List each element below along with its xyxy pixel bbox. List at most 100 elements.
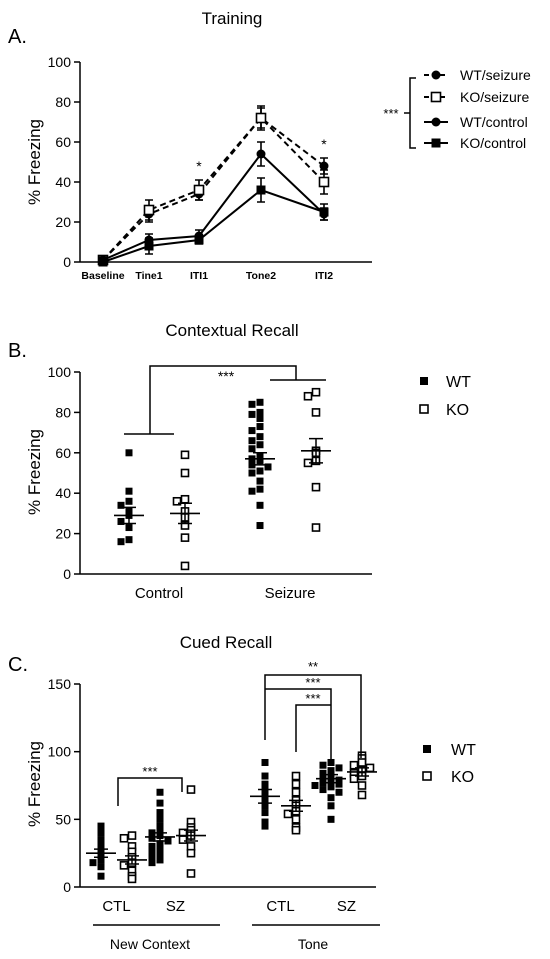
data-point: [125, 536, 133, 544]
data-point: [248, 437, 256, 445]
data-point: [319, 786, 327, 794]
y-tick-label: 0: [63, 566, 71, 582]
data-point: [148, 829, 156, 837]
data-point: [256, 414, 264, 422]
data-point: [256, 423, 264, 431]
data-point: [261, 809, 269, 817]
y-tick-label: 20: [55, 526, 71, 542]
series-ko-control: [98, 177, 329, 267]
panel-b-points: [114, 387, 331, 571]
data-point: [335, 764, 343, 772]
data-point: [248, 461, 256, 469]
data-point: [327, 815, 335, 823]
sig-bracket-nc-ctl-vs-sz: [117, 777, 183, 806]
data-point: [98, 257, 108, 267]
panel-a-label: A.: [8, 26, 27, 48]
dot-group-ko--seizure: [301, 387, 331, 532]
panel-b-label: B.: [8, 340, 27, 362]
data-point: [311, 482, 321, 492]
data-point: [327, 783, 335, 791]
group-label-new-context: New Context: [110, 936, 190, 952]
data-point: [335, 776, 343, 784]
data-point: [164, 837, 172, 845]
data-point: [143, 204, 155, 216]
data-point: [156, 815, 164, 823]
y-tick-label: 80: [55, 404, 71, 420]
data-point: [172, 496, 182, 506]
data-point: [319, 761, 327, 769]
panel-a: Training A. % Freezing 0 20 40 60 80 100 Base…: [8, 9, 531, 282]
panel-a-y-ticks: 0 20 40 60 80 100: [48, 54, 80, 270]
data-point: [97, 822, 105, 830]
y-tick-label: 40: [55, 485, 71, 501]
data-point: [256, 522, 264, 530]
data-point: [256, 501, 264, 509]
data-point: [97, 863, 105, 871]
data-point: [144, 241, 154, 251]
data-point: [180, 468, 190, 478]
sig-label-tone-ctl-wt-vs-sz-ko: **: [308, 659, 318, 674]
x-tick-label-ctl-2: CTL: [266, 898, 294, 915]
data-point: [327, 794, 335, 802]
dot-group-wt--control: [114, 449, 144, 546]
dot-group-wt-tone-sz: [311, 758, 346, 823]
group-label-tone: Tone: [298, 936, 329, 952]
data-point: [311, 782, 319, 789]
sig-bracket-tone-ctl-ko-vs-sz-wt: [295, 704, 331, 752]
sem-bar: [153, 832, 167, 842]
data-point: [318, 176, 330, 188]
legend-label-wt: WT: [446, 374, 471, 391]
data-point: [127, 831, 137, 840]
data-point: [291, 815, 301, 824]
legend-label-wt-control: WT/control: [460, 114, 528, 130]
data-point: [97, 856, 105, 864]
dot-group-wt-new-context-sz: [145, 788, 175, 867]
data-point: [248, 427, 256, 435]
data-point: [156, 840, 164, 848]
legend-marker-ko: [419, 404, 429, 414]
legend-label-ko-seizure: KO/seizure: [460, 89, 529, 105]
data-point: [335, 788, 343, 796]
legend-marker-ko-control: [431, 138, 441, 148]
data-point: [256, 398, 264, 406]
panel-b: Contextual Recall B. % Freezing 0 20 40 60 8…: [8, 321, 471, 602]
data-point: [349, 774, 359, 784]
data-point: [248, 469, 256, 477]
dot-group-ko-tone-sz: [347, 751, 377, 800]
y-tick-label: 40: [55, 174, 71, 190]
data-point: [97, 836, 105, 844]
data-point: [283, 809, 293, 819]
sem-bar: [289, 799, 303, 812]
data-point: [357, 790, 367, 800]
legend-marker-wt-control: [431, 117, 441, 127]
x-tick-label-tone2: Tone2: [246, 270, 276, 282]
data-point: [327, 758, 335, 766]
panel-b-significance: ***: [124, 365, 326, 435]
data-point: [156, 851, 164, 859]
panel-c-legend: WT KO: [422, 742, 476, 786]
y-tick-label: 150: [48, 676, 72, 692]
sem-bar: [94, 848, 108, 858]
dot-group-wt-tone-ctl: [250, 758, 280, 830]
x-tick-label-iti2: ITI2: [315, 270, 333, 282]
panel-c-ylabel: % Freezing: [25, 741, 44, 827]
data-point: [291, 787, 301, 797]
data-point: [256, 477, 264, 485]
series-line-wt-control: [102, 152, 325, 261]
data-point: [180, 533, 190, 542]
data-point: [119, 861, 129, 870]
panel-b-title: Contextual Recall: [165, 321, 298, 340]
sem-bar: [125, 855, 139, 865]
data-point: [148, 842, 156, 850]
legend-label-wt: WT: [451, 742, 476, 759]
sem-bar: [253, 452, 267, 466]
data-point: [180, 450, 190, 460]
data-point: [117, 501, 125, 509]
x-tick-label-seizure: Seizure: [265, 585, 316, 602]
sem-bar: [178, 502, 192, 525]
dot-group-wt-new-context-ctl: [86, 822, 116, 880]
series-line-ko-control: [102, 188, 325, 263]
data-point: [180, 561, 190, 571]
y-tick-label: 50: [55, 811, 71, 827]
data-point: [125, 497, 133, 505]
